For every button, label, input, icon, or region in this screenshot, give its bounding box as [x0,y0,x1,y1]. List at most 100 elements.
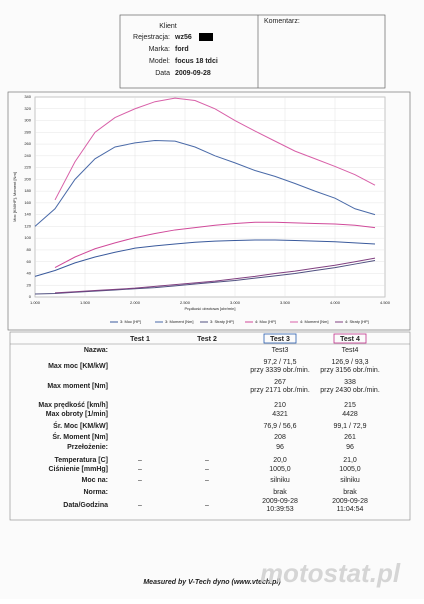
field-value: focus 18 tdci [175,58,218,65]
y-tick-label: 280 [24,129,31,134]
table-box [9,331,411,521]
y-tick-label: 340 [24,94,31,99]
row-label: Przełożenie: [67,444,108,451]
cell-text: – [138,457,142,464]
cell-text: brak [273,489,287,496]
y-tick-label: 180 [24,188,31,193]
cell-text: 208 [274,434,286,441]
row-label: Śr. Moment [Nm] [52,432,108,441]
watermark: motostat.pl [260,558,401,588]
cell-text: 1005,0 [339,466,361,473]
chart-box [7,91,411,331]
row-label: Data/Godzina [63,502,108,509]
y-tick-label: 140 [24,212,31,217]
cell-text: 267 [274,379,286,386]
x-tick-label: 1.500 [80,300,91,305]
row-label: Norma: [83,489,108,496]
redaction [199,33,213,41]
y-tick-label: 160 [24,200,31,205]
x-tick-label: 1.000 [30,300,41,305]
series-line [54,257,376,294]
y-tick-label: 80 [27,247,32,252]
x-tick-label: 2.000 [130,300,141,305]
cell-text: silniku [340,477,360,484]
series-line [34,239,376,277]
cell-text: 20,0 [273,457,287,464]
cell-text: 96 [346,444,354,451]
header-box [119,14,386,89]
column-highlight [333,333,367,344]
cell-text: 4428 [342,411,358,418]
cell-text: Test4 [342,347,359,354]
x-tick-label: 2.500 [180,300,191,305]
y-tick-label: 20 [27,282,32,287]
cell-text: 99,1 / 72,9 [333,423,366,430]
field-label: Marka: [149,46,170,53]
field-value: 2009-09-28 [175,70,211,77]
cell-text: 2009-09-28 [332,498,368,505]
legend-label: 3: Moc [HP] [120,319,141,324]
field-value: ford [175,46,189,53]
cell-text: – [205,466,209,473]
y-tick-label: 300 [24,118,31,123]
cell-text: 338 [344,379,356,386]
cell-text: 1005,0 [269,466,291,473]
cell-text: silniku [270,477,290,484]
cell-text: 97,2 / 71,5 [263,359,296,366]
cell-text: 21,0 [343,457,357,464]
x-tick-label: 4.000 [330,300,341,305]
cell-text: przy 2171 obr./min. [250,387,310,394]
y-tick-label: 260 [24,141,31,146]
row-label: Ciśnienie [mmHg] [48,466,108,473]
cell-text: Test3 [272,347,289,354]
comment-label: Komentarz: [264,18,300,25]
y-tick-label: 40 [27,271,32,276]
cell-text: 96 [276,444,284,451]
column-header: Test 2 [197,336,217,343]
cell-text: 215 [344,402,356,409]
x-tick-label: 3.500 [280,300,291,305]
field-label: Rejestracja: [133,34,170,41]
cell-text: 76,9 / 56,6 [263,423,296,430]
row-label: Max prędkość [km/h] [38,402,108,409]
row-label: Śr. Moc [KM/kW] [53,421,108,430]
cell-text: przy 2430 obr./min. [320,387,380,394]
y-axis-label: Moc [KM/HP], Moment [Nm] [12,172,17,222]
y-tick-label: 0 [29,294,32,299]
row-label: Max moc [KM/kW] [48,363,108,370]
field-value: wz56 [174,34,192,41]
y-tick-label: 240 [24,153,31,158]
cell-text: – [138,466,142,473]
y-tick-label: 60 [27,259,32,264]
cell-text: przy 3339 obr./min. [250,367,310,374]
footer: Measured by V-Tech dyno (www.vtech.pl) [143,579,281,586]
field-label: Klient [159,23,177,30]
series-line [54,221,376,269]
cell-text: brak [343,489,357,496]
cell-text: 11:04:54 [337,506,364,513]
field-label: Model: [149,58,170,65]
cell-text: 2009-09-28 [262,498,298,505]
cell-text: – [205,477,209,484]
column-header: Test 1 [130,336,150,343]
column-highlight [263,333,297,344]
column-header: Test 3 [270,336,290,343]
x-tick-label: 4.500 [380,300,391,305]
legend-label: 4: Moc [HP] [255,319,276,324]
cell-text: 126,9 / 93,3 [332,359,369,366]
cell-text: – [138,502,142,509]
legend-label: 4: Straty [HP] [345,319,369,324]
cell-text: 210 [274,402,286,409]
row-label: Max obroty [1/min] [46,411,108,418]
legend-label: 3: Moment [Nm] [165,319,193,324]
series-line [54,97,376,201]
x-axis-label: Prędkość obrotowa [obr/min] [185,306,236,311]
row-label: Temperatura [C] [54,457,108,464]
row-label: Moc na: [82,477,108,484]
y-tick-label: 200 [24,176,31,181]
column-header: Test 4 [340,336,360,343]
cell-text: – [205,457,209,464]
cell-text: – [138,477,142,484]
cell-text: 10:39:53 [266,506,293,513]
